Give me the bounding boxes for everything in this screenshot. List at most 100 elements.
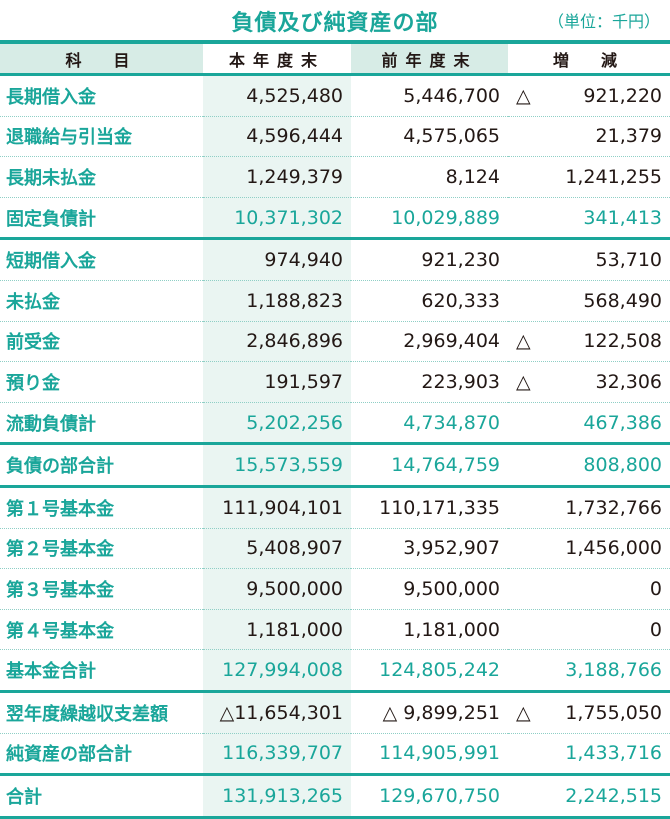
top-rule bbox=[0, 40, 670, 44]
table-row: 預り金 191,597 223,903 △ 32,306 bbox=[0, 361, 670, 403]
value-current: 4,596,444 bbox=[203, 116, 351, 157]
value-previous: 4,734,870 bbox=[403, 411, 500, 434]
value-current: 974,940 bbox=[203, 238, 351, 281]
value-previous: 4,575,065 bbox=[403, 125, 500, 148]
change-amount: 21,379 bbox=[595, 125, 662, 148]
value-current: 5,202,256 bbox=[203, 402, 351, 444]
change-amount: 0 bbox=[649, 577, 662, 600]
table-row: 前受金 2,846,896 2,969,404 △ 122,508 bbox=[0, 321, 670, 362]
value-current: 5,408,907 bbox=[203, 528, 351, 569]
value-previous: 3,952,907 bbox=[403, 537, 500, 560]
value-change: △ 122,508 bbox=[508, 321, 670, 362]
change-amount: 1,433,716 bbox=[565, 742, 662, 765]
value-current: 2,846,896 bbox=[203, 321, 351, 362]
value-previous: 10,029,889 bbox=[391, 206, 500, 229]
value-current: 15,573,559 bbox=[203, 443, 351, 487]
negative-sign: △ bbox=[516, 701, 531, 724]
table-row: 流動負債計 5,202,256 4,734,870 467,386 bbox=[0, 402, 670, 444]
row-label: 第１号基本金 bbox=[6, 498, 114, 520]
change-amount: 341,413 bbox=[583, 206, 662, 229]
change-amount: 53,710 bbox=[595, 249, 662, 272]
table-row: 第４号基本金 1,181,000 1,181,000 0 bbox=[0, 609, 670, 650]
value-change: △ 921,220 bbox=[508, 75, 670, 117]
value-current: 131,913,265 bbox=[203, 774, 351, 818]
table-body: 長期借入金 4,525,480 5,446,700 △ 921,220 退職給与引当金 4,… bbox=[0, 74, 670, 818]
value-previous: 1,181,000 bbox=[403, 618, 500, 641]
value-current: 10,371,302 bbox=[203, 197, 351, 239]
page-title: 負債及び純資産の部 bbox=[231, 11, 439, 36]
value-current: 127,994,008 bbox=[203, 649, 351, 692]
value-change: 2,242,515 bbox=[508, 775, 670, 818]
row-label: 短期借入金 bbox=[6, 251, 96, 273]
change-amount: 2,242,515 bbox=[565, 784, 662, 807]
negative-sign: △ bbox=[516, 330, 531, 353]
value-change: 808,800 bbox=[508, 444, 670, 487]
row-label: 第４号基本金 bbox=[6, 620, 114, 642]
table-row: 第２号基本金 5,408,907 3,952,907 1,456,000 bbox=[0, 528, 670, 569]
value-change: 1,433,716 bbox=[508, 733, 670, 775]
value-previous: 124,805,242 bbox=[379, 659, 500, 682]
row-label: 翌年度繰越収支差額 bbox=[6, 703, 168, 725]
value-change: 21,379 bbox=[508, 116, 670, 157]
value-previous: 921,230 bbox=[421, 249, 500, 272]
value-change: 3,188,766 bbox=[508, 650, 670, 692]
change-amount: 921,220 bbox=[583, 84, 662, 107]
row-label: 未払金 bbox=[6, 291, 60, 313]
table-row: 純資産の部合計 116,339,707 114,905,991 1,433,716 bbox=[0, 733, 670, 775]
value-previous: 9,500,000 bbox=[403, 577, 500, 600]
value-current: 191,597 bbox=[203, 361, 351, 403]
value-previous: 110,171,335 bbox=[379, 496, 500, 519]
change-amount: 32,306 bbox=[595, 370, 662, 393]
change-amount: 122,508 bbox=[583, 330, 662, 353]
value-change: 467,386 bbox=[508, 402, 670, 444]
row-label: 流動負債計 bbox=[6, 413, 96, 435]
row-label: 基本金合計 bbox=[6, 661, 96, 683]
table-row: 基本金合計 127,994,008 124,805,242 3,188,766 bbox=[0, 649, 670, 692]
value-previous: 5,446,700 bbox=[403, 84, 500, 107]
row-label: 預り金 bbox=[6, 372, 60, 394]
value-change: 1,241,255 bbox=[508, 157, 670, 198]
change-amount: 568,490 bbox=[583, 289, 662, 312]
table-row: 合計 131,913,265 129,670,750 2,242,515 bbox=[0, 774, 670, 818]
table-row: 長期借入金 4,525,480 5,446,700 △ 921,220 bbox=[0, 74, 670, 117]
table-row: 第３号基本金 9,500,000 9,500,000 0 bbox=[0, 568, 670, 610]
value-change: 568,490 bbox=[508, 280, 670, 321]
row-label: 第３号基本金 bbox=[6, 579, 114, 601]
value-change: 1,732,766 bbox=[508, 486, 670, 528]
value-change: 0 bbox=[508, 569, 670, 610]
change-amount: 808,800 bbox=[583, 454, 662, 477]
negative-sign: △ bbox=[516, 84, 531, 107]
value-current: 1,188,823 bbox=[203, 280, 351, 322]
table-row: 翌年度繰越収支差額 △11,654,301 △ 9,899,251 △ 1,755,05… bbox=[0, 691, 670, 733]
value-current: △11,654,301 bbox=[203, 691, 351, 733]
value-change: △ 32,306 bbox=[508, 362, 670, 403]
change-amount: 3,188,766 bbox=[565, 659, 662, 682]
value-current: 116,339,707 bbox=[203, 733, 351, 775]
negative-sign: △ bbox=[516, 370, 531, 393]
change-amount: 1,456,000 bbox=[565, 537, 662, 560]
value-previous: 14,764,759 bbox=[391, 454, 500, 477]
balance-sheet-table: 科 目 本年度末 前年度末 増 減 長期借入金 4,525,480 5,446,70… bbox=[0, 44, 670, 819]
value-previous: 114,905,991 bbox=[379, 742, 500, 765]
unit-note: （単位：千円） bbox=[547, 12, 660, 31]
value-current: 111,904,101 bbox=[203, 486, 351, 529]
value-previous: △ 9,899,251 bbox=[382, 701, 500, 724]
value-current: 4,525,480 bbox=[203, 74, 351, 117]
table-row: 第１号基本金 111,904,101 110,171,335 1,732,766 bbox=[0, 486, 670, 529]
value-change: 341,413 bbox=[508, 197, 670, 239]
title-bar: 負債及び純資産の部 （単位：千円） bbox=[0, 0, 670, 40]
row-label: 負債の部合計 bbox=[6, 456, 114, 478]
row-label: 合計 bbox=[6, 786, 42, 808]
value-previous: 2,969,404 bbox=[403, 330, 500, 353]
table-row: 負債の部合計 15,573,559 14,764,759 808,800 bbox=[0, 443, 670, 487]
row-label: 第２号基本金 bbox=[6, 539, 114, 561]
value-change: 53,710 bbox=[508, 239, 670, 281]
column-header-current: 本年度末 bbox=[203, 44, 351, 75]
value-current: 1,181,000 bbox=[203, 609, 351, 650]
row-label: 純資産の部合計 bbox=[6, 744, 132, 766]
value-previous: 620,333 bbox=[421, 289, 500, 312]
table-row: 短期借入金 974,940 921,230 53,710 bbox=[0, 238, 670, 281]
column-header-subject: 科 目 bbox=[0, 44, 203, 75]
value-previous: 8,124 bbox=[445, 165, 500, 188]
value-change: 1,456,000 bbox=[508, 528, 670, 569]
